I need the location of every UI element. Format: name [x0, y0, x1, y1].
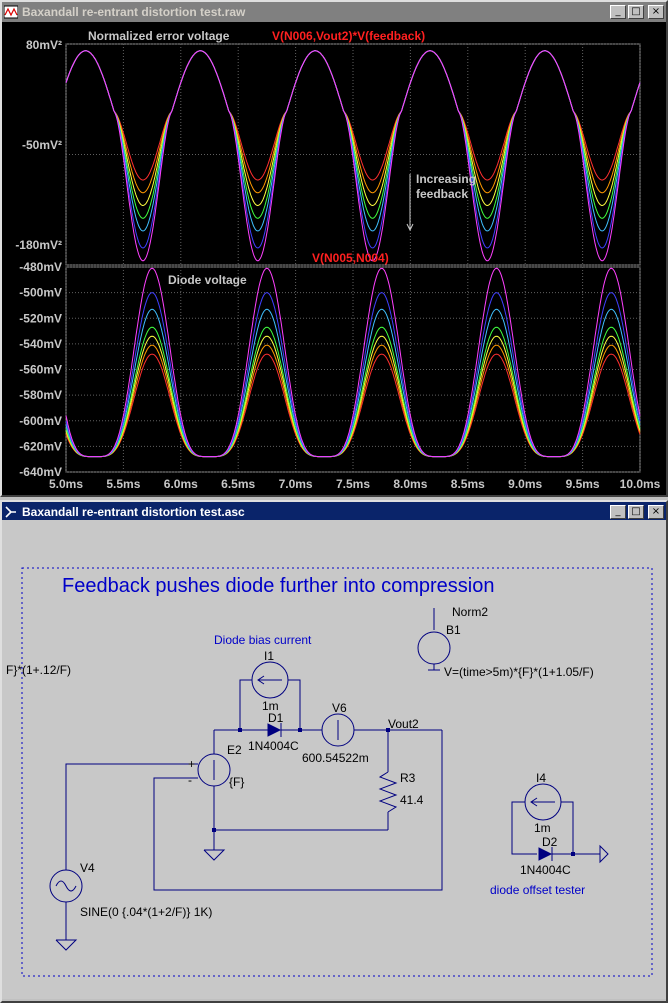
x-tick-label: 9.0ms [508, 477, 542, 491]
bottom-y-axis: -480mV -500mV -520mV -540mV -560mV -580mV -600… [19, 260, 62, 479]
i4-value[interactable]: 1m [534, 821, 551, 835]
x-axis: 5.0ms 5.5ms 6.0ms 6.5ms 7.0ms 7.5ms 8.0ms 8.5ms… [49, 477, 661, 491]
d2-model[interactable]: 1N4004C [520, 863, 571, 877]
i4-name[interactable]: I4 [536, 771, 546, 785]
bottom-traces [65, 267, 641, 458]
trace-line [65, 267, 641, 458]
b1-value[interactable]: V=(time>5m)*{F}*(1+1.05/F) [444, 665, 594, 679]
minimize-button[interactable]: _ [610, 5, 626, 19]
waveform-plot-area[interactable]: Normalized error voltage V(N006,Vout2)*V… [2, 22, 666, 495]
i1-value[interactable]: 1m [262, 699, 279, 713]
minimize-button[interactable]: _ [610, 505, 626, 519]
junction-dots [212, 728, 575, 856]
x-tick-label: 6.0ms [164, 477, 198, 491]
x-tick-label: 7.0ms [279, 477, 313, 491]
top-trace-label[interactable]: V(N006,Vout2)*V(feedback) [272, 29, 425, 43]
bias-comment: Diode bias current [214, 633, 312, 647]
d2-name[interactable]: D2 [542, 835, 558, 849]
d1-name[interactable]: D1 [268, 711, 284, 725]
trace-line [65, 50, 641, 262]
close-button[interactable]: × [648, 505, 664, 519]
e2-minus: - [188, 773, 192, 787]
v6-value[interactable]: 600.54522m [302, 751, 369, 765]
x-tick-label: 5.5ms [106, 477, 140, 491]
bottom-trace-label[interactable]: V(N005,N004) [312, 251, 389, 265]
e2-plus: + [188, 757, 195, 771]
b1-net[interactable]: Norm2 [452, 605, 488, 619]
comment-border [21, 567, 653, 977]
e2-value[interactable]: {F} [229, 775, 244, 789]
bottom-y-tick-label: -480mV [19, 260, 62, 274]
schematic-canvas[interactable]: Feedback pushes diode further into compr… [2, 520, 666, 999]
close-button[interactable]: × [648, 5, 664, 19]
schematic-app-icon [5, 506, 16, 518]
e2-name[interactable]: E2 [227, 743, 242, 757]
x-tick-label: 5.0ms [49, 477, 83, 491]
wire [511, 801, 537, 855]
bottom-y-tick-label: -500mV [19, 286, 62, 300]
bottom-y-tick-label: -520mV [19, 311, 62, 325]
r3-value[interactable]: 41.4 [400, 793, 424, 807]
feedback-note: feedback [416, 187, 468, 201]
ground-symbol [55, 939, 78, 951]
v4-value[interactable]: SINE(0 {.04*(1+2/F)} 1K) [80, 905, 212, 919]
plot-bottom[interactable]: Diode voltage V(N005,N004) -480mV-500mV-… [19, 251, 641, 479]
v4-name[interactable]: V4 [80, 861, 95, 875]
maximize-button[interactable]: □ [628, 5, 644, 19]
x-tick-label: 6.5ms [221, 477, 255, 491]
bottom-y-tick-label: -620mV [19, 439, 62, 453]
bottom-grid [65, 266, 641, 473]
v6-name[interactable]: V6 [332, 701, 347, 715]
bottom-y-tick-label: -580mV [19, 388, 62, 402]
wire [65, 763, 198, 870]
bottom-y-tick-label: -640mV [19, 465, 62, 479]
b1-name[interactable]: B1 [446, 623, 461, 637]
top-plot-annotation: Normalized error voltage [88, 29, 230, 43]
waveform-app-icon [4, 5, 18, 19]
r3-name[interactable]: R3 [400, 771, 416, 785]
x-tick-label: 8.5ms [451, 477, 485, 491]
schematic-titlebar[interactable]: Baxandall re-entrant distortion test.asc… [2, 502, 666, 522]
ground-symbol [203, 849, 226, 861]
resistor-r3[interactable] [378, 771, 398, 813]
bottom-y-tick-label: -560mV [19, 363, 62, 377]
tester-comment: diode offset tester [490, 883, 585, 897]
top-traces [65, 50, 641, 262]
feedback-note: Increasing [416, 172, 476, 186]
schematic-heading: Feedback pushes diode further into compr… [62, 575, 494, 597]
schematic-window-title: Baxandall re-entrant distortion test.asc [22, 505, 245, 519]
bottom-y-tick-label: -600mV [19, 414, 62, 428]
bottom-plot-annotation: Diode voltage [168, 273, 247, 287]
waveform-titlebar[interactable]: Baxandall re-entrant distortion test.raw… [2, 2, 666, 22]
waveform-window: Baxandall re-entrant distortion test.raw… [0, 0, 668, 497]
bottom-y-tick-label: -540mV [19, 337, 62, 351]
wire [561, 801, 574, 854]
maximize-button[interactable]: □ [628, 505, 644, 519]
x-tick-label: 9.5ms [566, 477, 600, 491]
wire [288, 679, 301, 730]
net-flag [599, 844, 609, 864]
feedback-arrow [406, 174, 414, 232]
plot-top[interactable]: Normalized error voltage V(N006,Vout2)*V… [15, 29, 641, 266]
top-y-tick-label: -50mV² [22, 138, 62, 152]
x-tick-label: 8.0ms [393, 477, 427, 491]
top-grid [65, 43, 641, 266]
top-y-tick-label: -180mV² [15, 238, 62, 252]
i1-name[interactable]: I1 [264, 649, 274, 663]
waveform-window-title: Baxandall re-entrant distortion test.raw [22, 5, 246, 19]
d1-model[interactable]: 1N4004C [248, 739, 299, 753]
wire [153, 730, 443, 891]
vout-label[interactable]: Vout2 [388, 717, 419, 731]
schematic-window: Baxandall re-entrant distortion test.asc… [0, 500, 668, 1003]
x-tick-label: 7.5ms [336, 477, 370, 491]
expression-label[interactable]: F}*(1+.12/F) [6, 663, 71, 677]
x-tick-label: 10.0ms [620, 477, 661, 491]
top-y-tick-label: 80mV² [26, 38, 62, 52]
